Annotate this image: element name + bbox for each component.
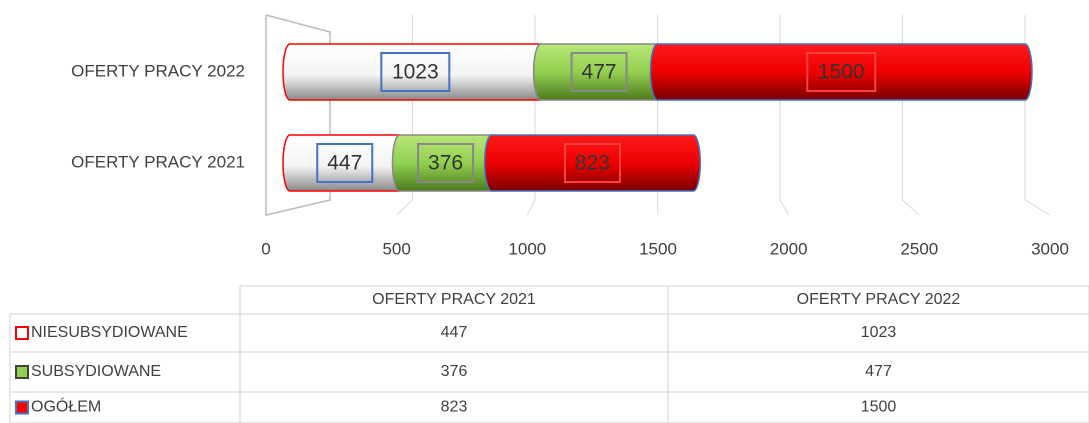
table-cell: 477 — [865, 363, 892, 380]
grid-line — [1024, 15, 1051, 216]
legend-label: SUBSYDIOWANE — [31, 363, 161, 380]
y-tick-label: OFERTY PRACY 2021 — [71, 152, 245, 171]
data-label-box — [570, 52, 628, 92]
table-cell: 1500 — [861, 399, 897, 416]
x-tick-label: 1500 — [639, 239, 677, 258]
bar — [649, 43, 1033, 101]
data-label-box — [380, 52, 451, 92]
data-label: 1023 — [392, 61, 439, 84]
data-label-box — [417, 143, 475, 183]
data-table: OFERTY PRACY 2021 OFERTY PRACY 2022 NIESUB… — [9, 286, 1089, 423]
x-tick-label: 2500 — [900, 239, 938, 258]
x-tick-label: 3000 — [1031, 239, 1069, 258]
x-tick-label: 1000 — [508, 239, 546, 258]
x-tick-label: 2000 — [770, 239, 808, 258]
table-cell: 1023 — [861, 324, 897, 341]
table-header: OFERTY PRACY 2021 — [372, 291, 536, 308]
data-label: 823 — [575, 152, 610, 175]
legend-marker — [15, 365, 29, 379]
data-label: 1500 — [818, 61, 865, 84]
data-label-box — [806, 52, 877, 92]
data-label-box — [316, 143, 374, 183]
x-tick-label: 500 — [382, 239, 410, 258]
bar — [483, 134, 702, 192]
legend-label: OGÓŁEM — [31, 397, 101, 416]
x-tick-label: 0 — [261, 239, 270, 258]
y-tick-label: OFERTY PRACY 2022 — [71, 61, 245, 80]
legend-marker — [15, 326, 29, 340]
data-label: 447 — [327, 152, 362, 175]
table-header: OFERTY PRACY 2022 — [797, 291, 961, 308]
data-label-box — [563, 143, 621, 183]
legend-label: NIESUBSYDIOWANE — [31, 324, 188, 341]
table-cell: 447 — [441, 324, 468, 341]
table-cell: 823 — [441, 399, 468, 416]
data-label: 477 — [582, 61, 617, 84]
legend-marker — [15, 400, 29, 415]
wall-edge — [265, 14, 331, 216]
table-cell: 376 — [441, 363, 468, 380]
data-label: 376 — [428, 152, 463, 175]
